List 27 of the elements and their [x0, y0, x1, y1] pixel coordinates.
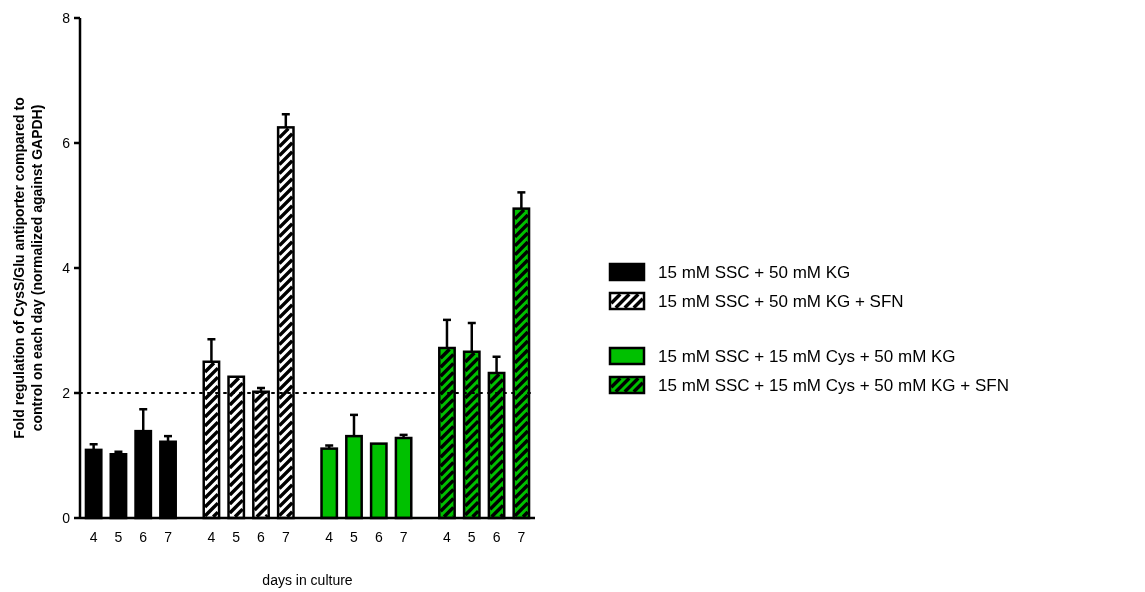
x-tick-label: 4 [325, 529, 334, 545]
x-tick-label: 5 [467, 529, 476, 545]
x-axis-title: days in culture [262, 572, 353, 588]
y-tick-label: 4 [62, 259, 71, 276]
x-tick-label: 6 [374, 529, 383, 545]
x-tick-label: 4 [443, 529, 452, 545]
y-tick-label: 6 [62, 134, 71, 151]
y-tick-label: 8 [62, 9, 71, 26]
x-tick-label: 5 [232, 529, 241, 545]
x-tick-label: 5 [350, 529, 359, 545]
x-tick-label: 7 [517, 529, 526, 545]
x-tick-label: 7 [164, 529, 173, 545]
y-axis-title: Fold regulation of CysS/Glu antiporter compared to control on each day (normalized against GAPDH) [11, 97, 45, 439]
x-tick-label: 6 [139, 529, 148, 545]
legend-label: 15 mM SSC + 15 mM Cys + 50 mM KG + SFN [658, 375, 1009, 395]
legend-label: 15 mM SSC + 50 mM KG [658, 262, 851, 282]
legend-label: 15 mM SSC + 15 mM Cys + 50 mM KG [658, 346, 956, 366]
y-tick-label: 0 [62, 509, 71, 526]
x-tick-label: 6 [492, 529, 501, 545]
x-tick-label: 6 [257, 529, 266, 545]
x-tick-label: 5 [114, 529, 123, 545]
x-tick-label: 7 [399, 529, 408, 545]
x-tick-label: 4 [207, 529, 216, 545]
x-tick-label: 7 [281, 529, 290, 545]
y-tick-label: 2 [62, 384, 71, 401]
legend-label: 15 mM SSC + 50 mM KG + SFN [658, 291, 904, 311]
x-tick-label: 4 [89, 529, 98, 545]
